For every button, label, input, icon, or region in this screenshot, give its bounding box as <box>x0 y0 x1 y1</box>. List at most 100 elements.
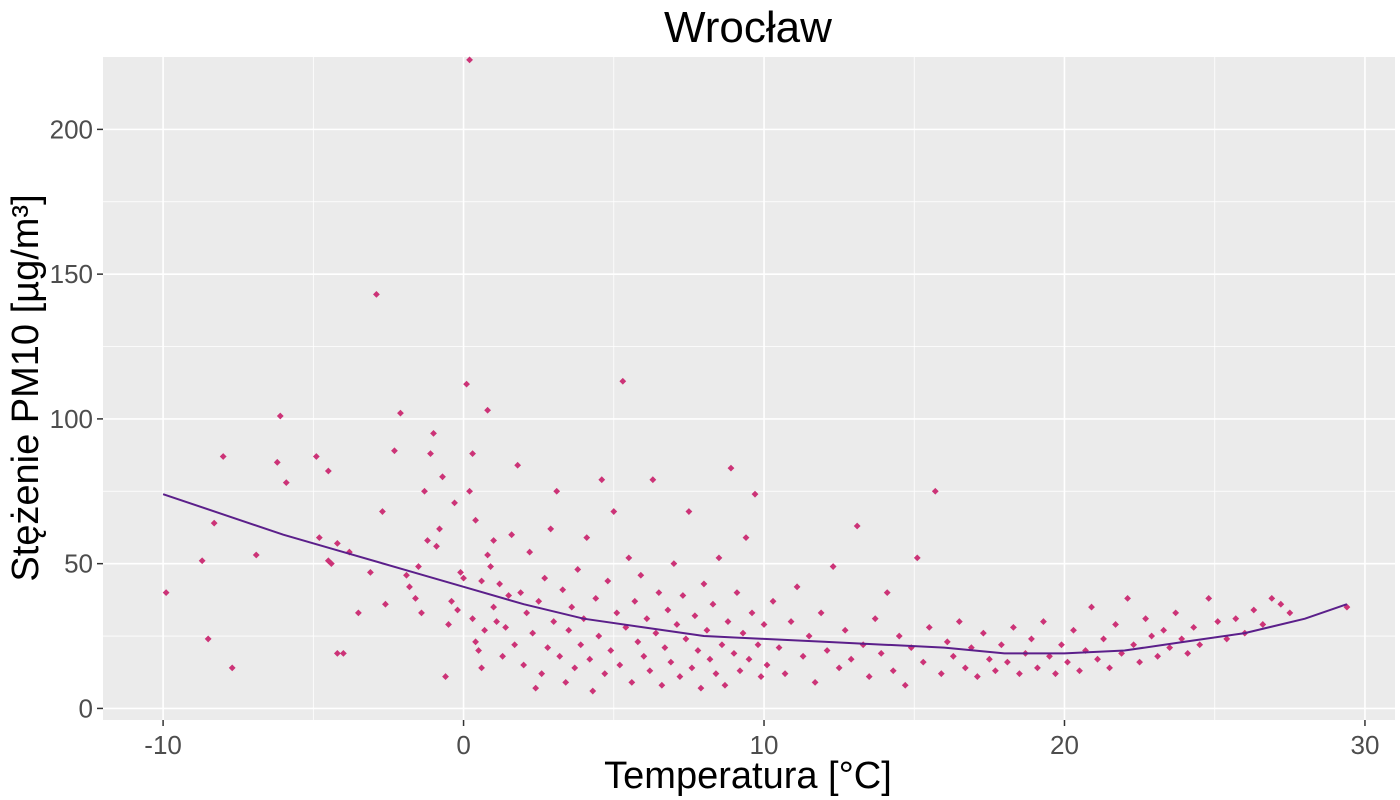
data-point <box>595 632 603 640</box>
data-point <box>1184 650 1192 657</box>
data-point <box>748 609 756 617</box>
data-point <box>736 667 744 675</box>
data-point <box>628 678 636 686</box>
data-point <box>955 618 963 625</box>
data-point <box>889 667 897 675</box>
data-point <box>829 563 837 570</box>
data-point <box>901 681 909 689</box>
data-point <box>703 626 711 634</box>
data-point <box>586 655 594 663</box>
data-point <box>787 618 795 625</box>
data-point <box>610 508 618 515</box>
data-point <box>652 629 660 637</box>
data-point <box>433 542 440 550</box>
y-tick-label: 50 <box>64 549 93 579</box>
data-point <box>1118 650 1125 657</box>
data-point <box>589 687 597 695</box>
data-point <box>490 537 498 544</box>
data-point <box>607 647 615 654</box>
plot-panel <box>103 57 1395 720</box>
data-point <box>871 615 879 623</box>
data-point <box>544 644 552 652</box>
data-point <box>162 589 170 597</box>
data-point <box>661 644 669 652</box>
x-tick-label: 20 <box>1050 730 1079 760</box>
data-point <box>466 487 473 495</box>
data-point <box>949 652 957 660</box>
data-point <box>631 597 639 605</box>
data-point <box>442 673 449 680</box>
data-point <box>532 684 540 692</box>
data-point <box>421 487 428 495</box>
data-point <box>853 522 861 530</box>
data-point <box>1250 606 1258 614</box>
data-point <box>637 571 645 579</box>
data-point <box>1064 658 1071 666</box>
major-gridlines <box>103 57 1395 720</box>
data-point <box>1136 658 1144 666</box>
data-point <box>550 618 558 625</box>
data-point <box>598 476 606 484</box>
data-point <box>1010 623 1017 631</box>
data-point <box>333 650 341 657</box>
x-axis-ticks: -10 0 10 20 30 <box>144 720 1379 760</box>
data-point <box>1088 603 1095 611</box>
data-point <box>327 560 335 568</box>
data-point <box>312 453 320 460</box>
data-point <box>493 618 501 625</box>
data-point <box>553 487 561 495</box>
data-point <box>1205 595 1213 602</box>
data-point <box>1052 670 1059 678</box>
y-axis-ticks: 0 50 100 150 200 <box>50 114 103 723</box>
data-point <box>538 670 546 678</box>
data-point <box>679 592 687 599</box>
data-point <box>1190 623 1198 631</box>
data-point <box>841 626 849 634</box>
data-point <box>445 621 452 628</box>
data-point <box>273 458 281 466</box>
data-point <box>505 592 513 599</box>
data-point <box>547 525 555 533</box>
data-point <box>700 580 708 588</box>
data-point <box>1070 626 1077 634</box>
data-point <box>478 577 485 585</box>
data-point <box>577 641 585 649</box>
data-point <box>448 597 455 605</box>
data-point <box>508 531 516 539</box>
data-point <box>727 464 735 472</box>
data-point <box>835 664 843 672</box>
data-point <box>439 473 446 481</box>
data-point <box>847 655 855 663</box>
data-point <box>943 638 951 646</box>
data-point <box>373 291 380 298</box>
data-point <box>1223 635 1231 643</box>
data-point <box>730 650 738 657</box>
data-point <box>466 56 473 64</box>
data-point <box>745 655 753 663</box>
data-point <box>625 554 633 562</box>
data-point <box>877 650 885 657</box>
data-point <box>382 600 389 608</box>
data-point <box>535 597 543 605</box>
data-point <box>601 670 609 678</box>
data-point <box>529 629 537 637</box>
data-point <box>706 655 714 663</box>
data-point <box>754 641 762 649</box>
data-point <box>646 667 654 675</box>
data-point <box>556 652 564 660</box>
data-point <box>643 615 651 623</box>
data-point <box>1214 618 1222 625</box>
data-point <box>742 534 750 542</box>
data-point <box>1196 641 1204 649</box>
data-point <box>721 681 729 689</box>
data-point <box>219 453 227 460</box>
data-point <box>282 479 290 486</box>
data-point <box>415 563 422 570</box>
data-point <box>1142 615 1150 623</box>
data-point <box>460 574 467 582</box>
data-point <box>520 661 528 669</box>
data-point <box>616 661 624 669</box>
data-point <box>517 589 525 597</box>
data-point <box>1124 595 1131 602</box>
data-point <box>475 647 482 654</box>
